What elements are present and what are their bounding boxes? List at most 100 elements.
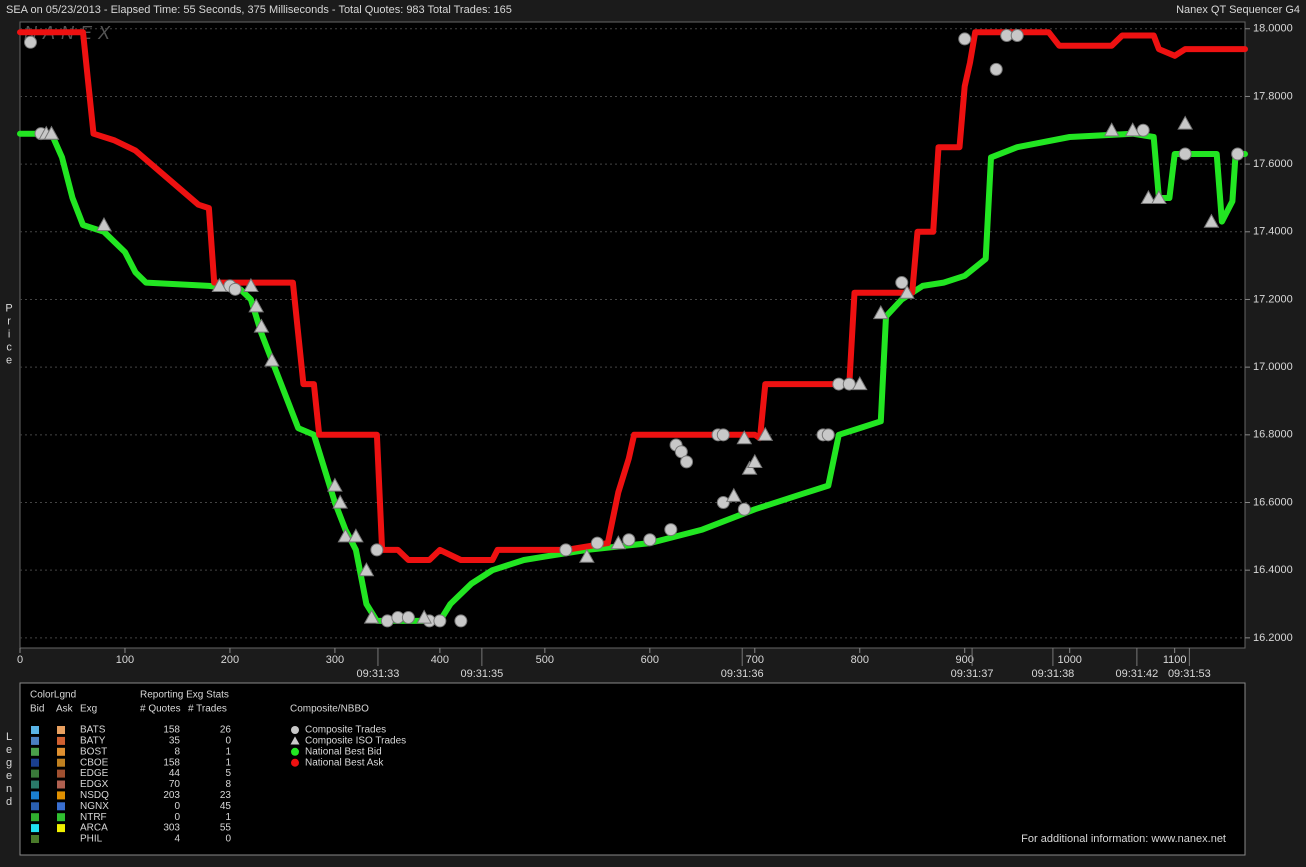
legend-label: National Best Ask — [305, 757, 384, 768]
ask-swatch — [57, 747, 65, 756]
trade-marker — [228, 282, 242, 296]
iso-trade-marker — [851, 376, 868, 391]
header-product: Nanex QT Sequencer G4 — [1176, 4, 1300, 16]
x-tick-label: 200 — [221, 654, 239, 666]
iso-trade-marker — [416, 609, 432, 624]
bid-swatch — [31, 824, 39, 833]
legend-heading: # Trades — [188, 704, 227, 715]
iso-trade-marker — [337, 528, 354, 543]
trade-count: 1 — [225, 757, 231, 768]
legend-label: National Best Bid — [305, 746, 382, 757]
y-tick-label: 17.6000 — [1253, 158, 1293, 170]
legend-label: Composite ISO Trades — [305, 736, 406, 747]
iso-trade-marker — [872, 304, 889, 320]
series-line — [17, 29, 1248, 563]
x-tick-label: 700 — [746, 654, 764, 666]
header-title: SEA on 05/23/2013 - Elapsed Time: 55 Sec… — [6, 4, 512, 16]
legend-label: Composite Trades — [305, 725, 386, 736]
x-tick-label: 0 — [17, 654, 23, 666]
ask-swatch — [57, 791, 65, 800]
iso-trade-marker — [43, 125, 60, 140]
exchange-name: BOST — [80, 746, 107, 757]
ask-swatch — [57, 758, 65, 767]
quote-count: 203 — [163, 790, 180, 801]
trade-marker — [842, 377, 856, 391]
x-tick-label: 500 — [536, 654, 554, 666]
iso-trade-marker — [746, 453, 763, 468]
quote-count: 4 — [174, 834, 180, 845]
legend-icon — [291, 747, 299, 756]
legend-icon — [290, 736, 300, 745]
trade-marker — [401, 611, 415, 625]
x-tick-label: 300 — [326, 654, 344, 666]
y-tick-label: 17.0000 — [1253, 361, 1293, 373]
y-tick-label: 16.6000 — [1253, 496, 1293, 508]
time-tick-label: 09:31:53 — [1168, 668, 1211, 680]
iso-trade-marker — [725, 487, 742, 502]
exchange-name: BATY — [80, 736, 106, 747]
quote-count: 70 — [169, 779, 181, 790]
plot-area — [19, 21, 1246, 649]
x-tick-label: 400 — [431, 654, 449, 666]
exchange-name: ARCA — [80, 823, 108, 834]
trade-marker — [664, 523, 678, 537]
iso-trade-marker — [363, 609, 380, 624]
y-axis-label: Price — [3, 303, 15, 368]
trade-marker — [23, 35, 37, 49]
quote-count: 158 — [163, 725, 180, 736]
iso-trade-marker — [1103, 122, 1120, 137]
quote-count: 35 — [169, 736, 181, 747]
iso-trade-marker — [96, 216, 112, 232]
exchange-name: NGNX — [80, 801, 109, 812]
iso-trade-marker — [1151, 189, 1167, 205]
x-tick-label: 900 — [956, 654, 974, 666]
iso-trade-marker — [1140, 189, 1157, 205]
bid-swatch — [31, 736, 39, 745]
trade-marker — [821, 428, 835, 442]
iso-trade-marker — [248, 298, 265, 313]
y-tick-label: 17.4000 — [1253, 226, 1293, 238]
iso-trade-marker — [253, 318, 270, 333]
iso-trade-marker — [736, 430, 753, 445]
y-tick-label: 16.4000 — [1253, 564, 1293, 576]
iso-trade-marker — [264, 352, 280, 367]
trade-marker — [1231, 147, 1245, 161]
iso-trade-marker — [327, 477, 343, 492]
trade-marker — [433, 614, 447, 628]
trade-count: 45 — [220, 801, 232, 812]
ask-swatch — [57, 802, 65, 811]
iso-trade-marker — [1124, 122, 1141, 137]
exchange-name: BATS — [80, 725, 106, 736]
y-tick-label: 17.8000 — [1253, 90, 1293, 102]
ask-swatch — [57, 769, 65, 778]
trade-marker — [559, 543, 573, 557]
trade-count: 55 — [220, 823, 232, 834]
legend-side-label: Legend — [3, 731, 15, 809]
bid-swatch — [31, 780, 39, 789]
trade-marker — [1178, 147, 1192, 161]
trade-count: 23 — [220, 790, 232, 801]
trade-count: 26 — [220, 725, 232, 736]
x-tick-label: 1000 — [1057, 654, 1081, 666]
trade-marker — [674, 445, 688, 459]
iso-trade-marker — [358, 562, 375, 577]
x-tick-label: 100 — [116, 654, 134, 666]
time-tick-label: 09:31:38 — [1031, 668, 1074, 680]
legend-icon — [291, 726, 299, 734]
trade-count: 0 — [225, 834, 231, 845]
y-tick-label: 18.0000 — [1253, 23, 1293, 35]
bid-swatch — [31, 802, 39, 811]
trade-marker — [454, 614, 468, 628]
vertical-label: Legend — [3, 731, 15, 809]
legend-heading: Reporting Exg Stats — [140, 690, 229, 701]
iso-trade-marker — [1203, 213, 1220, 228]
exchange-name: EDGE — [80, 768, 109, 779]
iso-trade-marker — [578, 548, 595, 563]
y-tick-label: 16.2000 — [1253, 632, 1293, 644]
bid-swatch — [31, 791, 39, 800]
quote-count: 0 — [174, 812, 180, 823]
bid-swatch — [31, 747, 39, 756]
legend: ColorLgnd Bid Ask Exg Reporting Exg Stat… — [30, 690, 406, 845]
trade-count: 0 — [225, 736, 231, 747]
